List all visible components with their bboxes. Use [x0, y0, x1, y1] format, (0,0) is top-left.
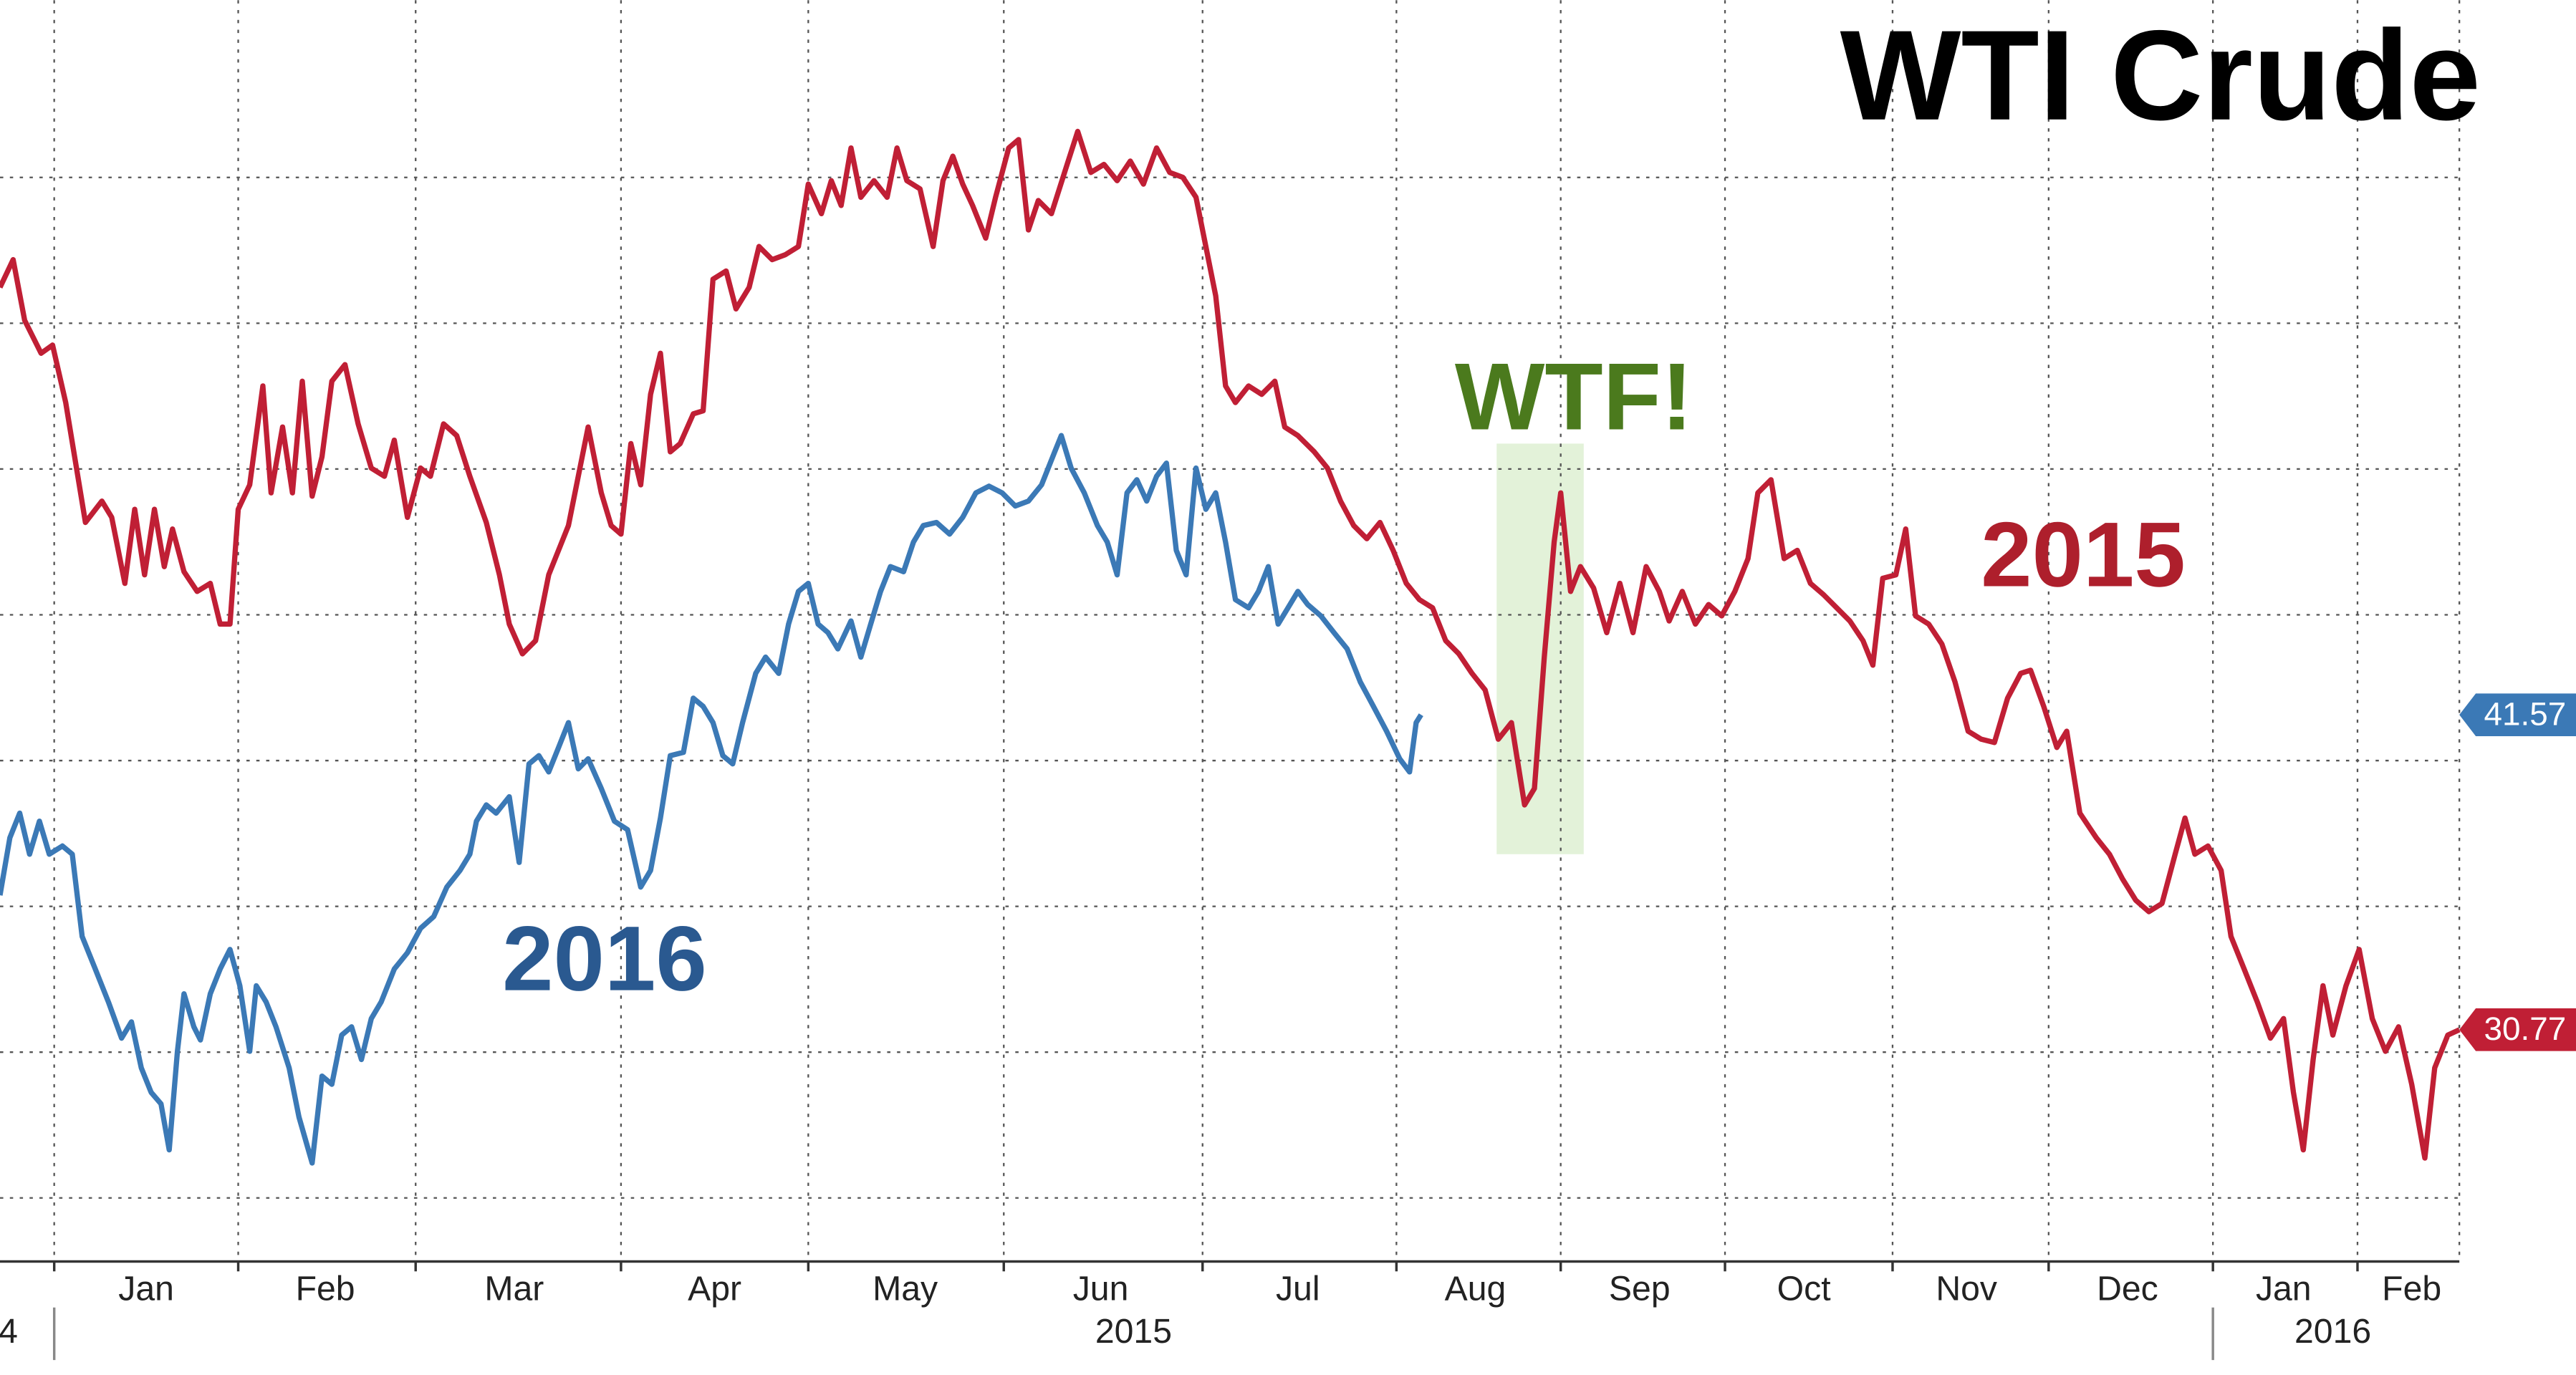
x-tick-label: May — [873, 1270, 938, 1308]
series-label: 2016 — [502, 908, 707, 1010]
grid — [0, 0, 2461, 1361]
annotation: WTF! — [1455, 344, 1693, 450]
series-line — [0, 433, 1423, 1166]
x-tick-label: Feb — [2382, 1270, 2441, 1308]
x-tick-label: Nov — [1936, 1270, 1997, 1308]
x-tick-label: Aug — [1445, 1270, 1506, 1308]
x-tick-label: Dec — [2097, 1270, 2158, 1308]
chart-title: WTI Crude — [1840, 4, 2481, 147]
series-line — [0, 128, 2461, 1161]
lines — [0, 128, 2461, 1166]
x-tick-label: Jan — [118, 1270, 174, 1308]
x-tick-label: Mar — [484, 1270, 544, 1308]
x-tick-label: Jul — [1276, 1270, 1320, 1308]
highlight-band — [1496, 443, 1584, 854]
price-tag — [2459, 1008, 2576, 1051]
x-tick-label: Sep — [1609, 1270, 1671, 1308]
x-tick-label: Jun — [1073, 1270, 1129, 1308]
price-tag — [2459, 693, 2576, 736]
series-label: 2015 — [1981, 503, 2186, 606]
x-tick-label: Oct — [1777, 1270, 1832, 1308]
price-tag-label: 41.57 — [2484, 695, 2567, 733]
year-label: 2015 — [1095, 1312, 1172, 1351]
year-label: 2016 — [2294, 1312, 2371, 1351]
x-tick-label: Feb — [296, 1270, 355, 1308]
x-tick-label: Apr — [688, 1270, 741, 1308]
x-tick-label: Jan — [2256, 1270, 2312, 1308]
price-tag-label: 30.77 — [2484, 1010, 2567, 1047]
year-label: 4 — [0, 1312, 18, 1351]
